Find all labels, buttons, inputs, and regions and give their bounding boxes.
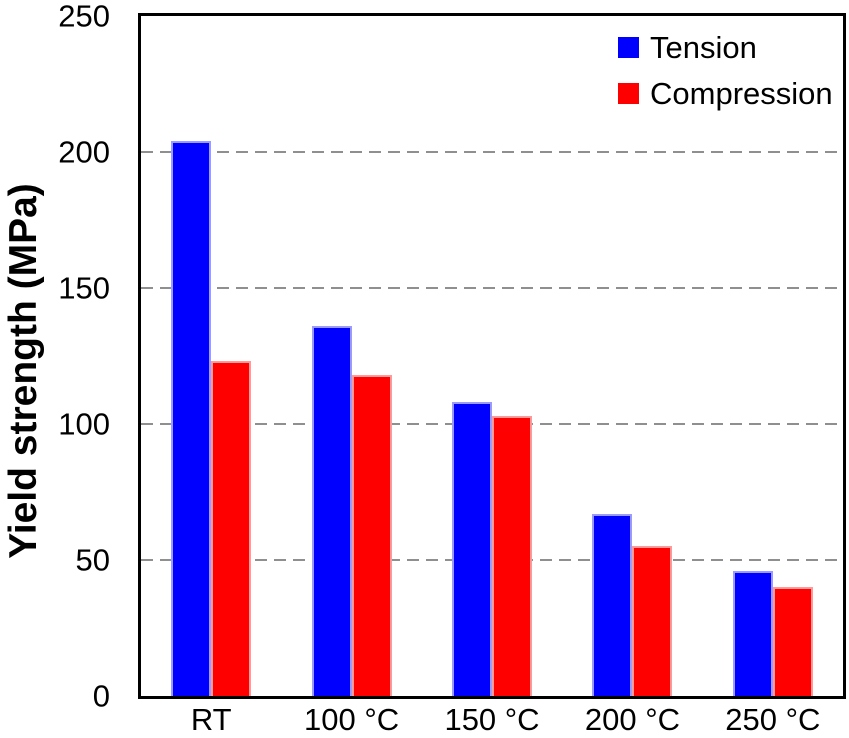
bar-tension-0 <box>171 141 212 696</box>
y-tick-label-250: 250 <box>58 0 110 34</box>
x-tick-label-0: RT <box>190 702 232 737</box>
y-tick-label-50: 50 <box>75 542 110 578</box>
bar-group-0 <box>141 16 281 696</box>
legend-label-compression: Compression <box>650 76 833 111</box>
y-tick-label-150: 150 <box>58 270 110 306</box>
gridline-200 <box>141 151 843 153</box>
bar-tension-4 <box>732 570 773 696</box>
bar-compression-4 <box>772 587 813 696</box>
legend-item-tension: Tension <box>618 32 833 63</box>
x-tick-label-4: 250 °C <box>725 702 821 737</box>
x-tick-label-1: 100 °C <box>304 702 400 737</box>
bar-compression-1 <box>351 375 392 696</box>
tension-swatch-icon <box>618 37 639 58</box>
legend-label-tension: Tension <box>650 30 757 65</box>
bar-group-3 <box>562 16 702 696</box>
bars-layer <box>141 16 843 696</box>
y-tick-label-200: 200 <box>58 134 110 170</box>
x-axis-tick-labels: RT 100 °C 150 °C 200 °C 250 °C <box>141 704 843 735</box>
y-tick-label-0: 0 <box>92 678 110 714</box>
bar-compression-2 <box>492 415 533 696</box>
y-axis-tick-labels: 0 50 100 150 200 250 <box>0 1 110 712</box>
bar-compression-3 <box>632 546 673 696</box>
legend-item-compression: Compression <box>618 78 833 109</box>
bar-tension-3 <box>592 513 633 696</box>
gridline-150 <box>141 287 843 289</box>
plot-area: Tension Compression <box>138 13 846 699</box>
y-tick-label-100: 100 <box>58 406 110 442</box>
legend: Tension Compression <box>618 32 833 109</box>
bar-group-2 <box>422 16 562 696</box>
bar-group-1 <box>281 16 421 696</box>
bar-tension-1 <box>311 326 352 696</box>
x-tick-label-2: 150 °C <box>444 702 540 737</box>
bar-group-4 <box>703 16 843 696</box>
x-tick-label-3: 200 °C <box>584 702 680 737</box>
bar-compression-0 <box>211 361 252 696</box>
bar-tension-2 <box>452 402 493 696</box>
compression-swatch-icon <box>618 83 639 104</box>
